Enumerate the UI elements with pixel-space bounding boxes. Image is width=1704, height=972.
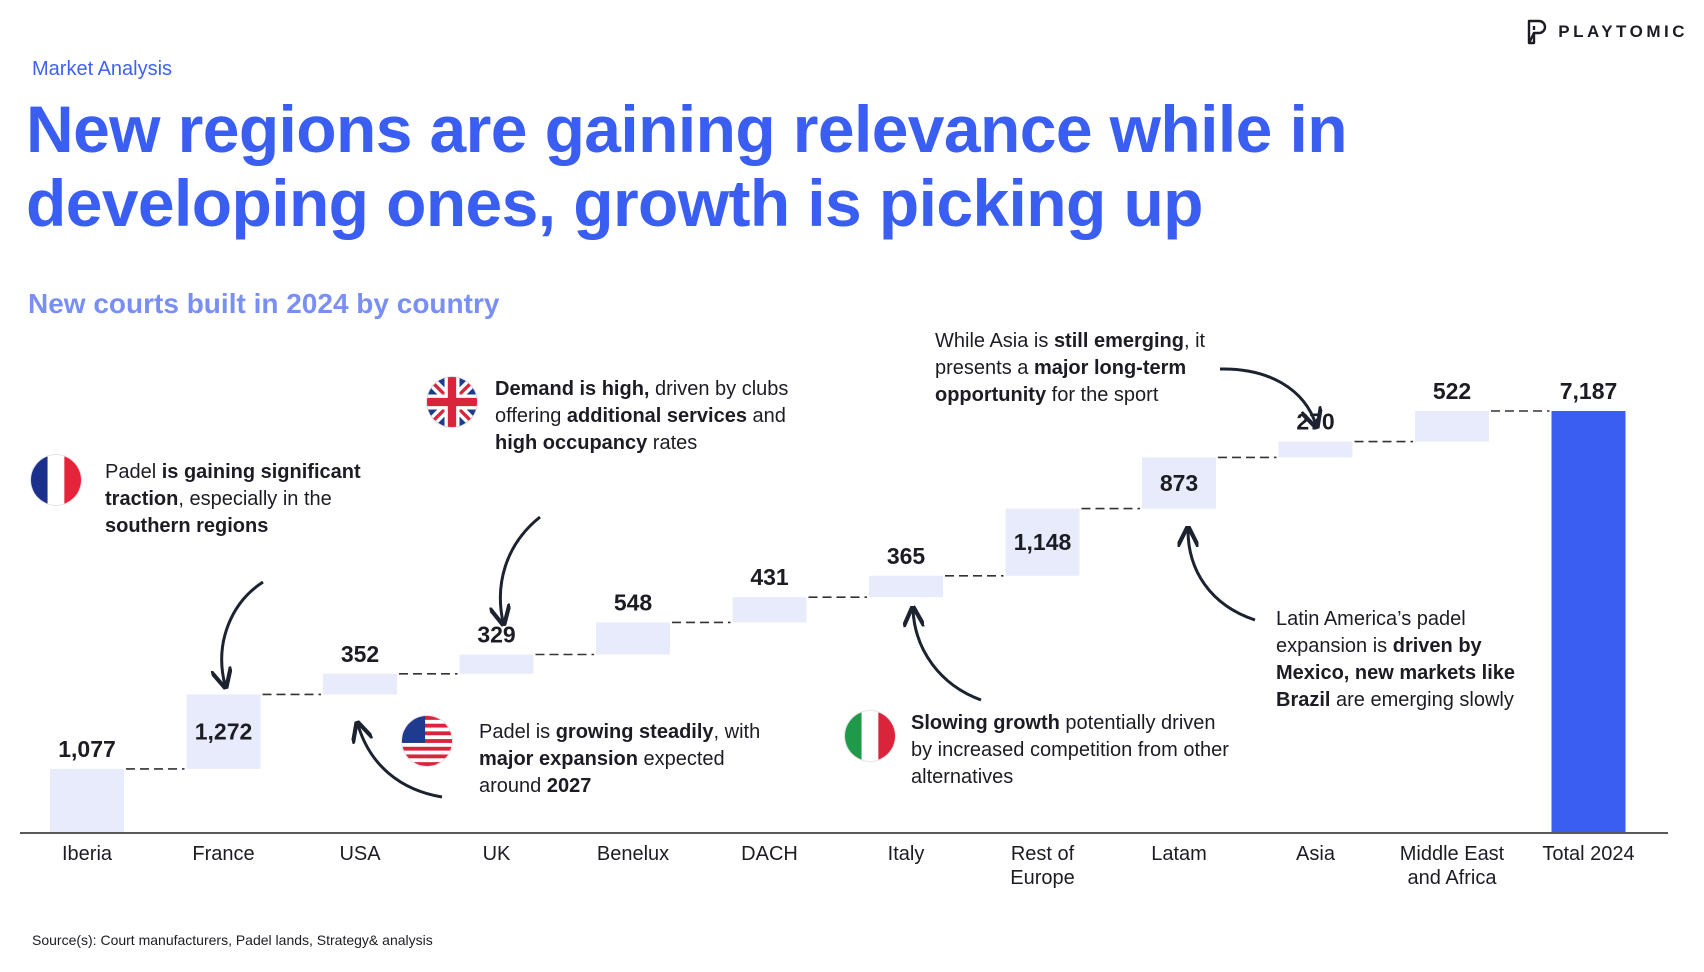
playtomic-logo-icon <box>1528 19 1547 45</box>
source-note: Source(s): Court manufacturers, Padel la… <box>32 932 433 948</box>
value-label: 329 <box>477 622 515 648</box>
annotation-usa-text-0: Padel is <box>479 721 556 743</box>
arrow-latam <box>1188 530 1256 622</box>
value-label: 365 <box>887 543 926 569</box>
x-tick-label: Total 2024 <box>1542 843 1634 865</box>
annotation-asia-text-2: , it presents a <box>935 330 1206 379</box>
brand-name: PLAYTOMIC <box>1558 22 1688 41</box>
arrow-asia <box>1219 367 1316 425</box>
annotation-uk-text-1: driven by clubs offering <box>495 378 789 427</box>
arrow-usa <box>358 725 443 799</box>
x-tick-label: France <box>192 843 254 865</box>
annotation-asia: While Asia is still emerging, it present… <box>935 328 1265 409</box>
value-label: 1,272 <box>195 719 253 745</box>
x-tick-label: DACH <box>741 843 798 865</box>
annotation-uk-text-3: and <box>746 405 786 427</box>
annotation-uk-text-4: high occupancy <box>495 432 648 454</box>
x-tick-label: Iberia <box>62 843 113 865</box>
chart-title: New courts built in 2024 by country <box>28 288 500 319</box>
annotation-italy: Slowing growth potentially driven by inc… <box>911 710 1241 791</box>
annotation-asia-text-0: While Asia is <box>935 330 1054 352</box>
value-label: 873 <box>1160 470 1198 496</box>
annotation-usa: Padel is growing steadily, with major ex… <box>479 719 764 800</box>
annotation-france: Padel is gaining significant traction, e… <box>105 459 390 540</box>
annotation-arrows <box>222 367 1316 799</box>
bars <box>50 411 1626 832</box>
annotation-usa-text-5: 2027 <box>546 775 592 797</box>
bar-uk <box>459 654 534 674</box>
annotation-usa-text-4: expected around <box>479 748 725 797</box>
x-tick-label: Asia <box>1296 843 1336 865</box>
value-label: 7,187 <box>1560 378 1618 404</box>
annotation-latam-text-0: Latin America’s padel expansion is <box>1276 608 1466 657</box>
annotation-latam-text-2: are emerging slowly <box>1330 689 1514 711</box>
x-tick-labels: Iberia France USA UK Benelux DACH Italy Rest of… <box>62 843 1635 889</box>
annotation-uk-text-2: additional services <box>566 405 747 427</box>
brand: PLAYTOMIC <box>1526 18 1688 46</box>
annotation-latam: Latin America’s padel expansion is drive… <box>1276 606 1551 714</box>
annotation-uk-text-5: rates <box>647 432 698 454</box>
x-tick-label: Italy <box>888 843 925 865</box>
value-label: 522 <box>1433 378 1471 404</box>
x-tick-label: Rest of <box>1011 843 1075 865</box>
annotation-france-text-1: is gaining significant traction <box>105 461 361 510</box>
page-title: New regions are gaining relevance while … <box>26 92 1348 240</box>
arrow-italy <box>913 610 982 702</box>
x-tick-label: USA <box>339 843 381 865</box>
bar-middle-east-and-africa <box>1415 411 1489 442</box>
x-tick-label: Latam <box>1151 843 1207 865</box>
annotation-italy-text-0: Slowing growth <box>911 712 1060 734</box>
bar-asia <box>1278 441 1353 458</box>
arrow-france <box>222 580 264 685</box>
annotation-italy-text-1: potentially driven by increased competit… <box>911 712 1229 788</box>
x-tick-label: UK <box>483 843 511 865</box>
uk-flag-icon <box>427 377 477 427</box>
annotation-latam-text-1: driven by Mexico, new markets like Brazi… <box>1276 635 1516 711</box>
bar-iberia <box>50 768 124 832</box>
bar-usa <box>323 673 397 695</box>
annotation-uk-text-0: Demand is high, <box>495 378 650 400</box>
bar-total-2024 <box>1551 411 1626 832</box>
france-flag-icon <box>31 455 81 505</box>
bar-dach <box>732 597 807 623</box>
x-tick-label: and Africa <box>1408 867 1498 889</box>
value-label: 352 <box>341 641 379 667</box>
annotation-usa-text-2: , with <box>713 721 761 743</box>
connector-lines <box>126 410 1550 770</box>
value-label: 431 <box>750 564 789 590</box>
annotation-france-text-0: Padel <box>105 461 162 483</box>
annotation-usa-text-3: major expansion <box>479 748 638 770</box>
annotation-france-text-3: southern regions <box>105 515 269 537</box>
value-label: 1,148 <box>1014 529 1072 555</box>
annotation-usa-text-1: growing steadily <box>555 721 714 743</box>
annotation-france-text-2: , especially in the <box>178 488 332 510</box>
x-tick-label: Middle East <box>1400 843 1505 865</box>
annotation-uk: Demand is high, driven by clubs offering… <box>495 376 825 457</box>
italy-flag-icon <box>845 711 895 761</box>
annotation-asia-text-3: major long-term opportunity <box>935 357 1187 406</box>
annotation-asia-text-1: still emerging <box>1053 330 1184 352</box>
x-tick-label: Europe <box>1010 867 1075 889</box>
x-tick-label: Benelux <box>597 843 669 865</box>
bar-italy <box>869 575 943 598</box>
value-label: 548 <box>614 589 653 615</box>
value-label: 1,077 <box>58 736 116 762</box>
usa-flag-icon <box>402 716 452 766</box>
bar-latam <box>1142 457 1216 509</box>
bar-benelux <box>596 622 670 655</box>
annotation-asia-text-4: for the sport <box>1046 384 1159 406</box>
section-label: Market Analysis <box>32 58 173 80</box>
bar-rest-of-europe <box>1005 508 1080 576</box>
arrow-uk <box>500 515 541 622</box>
bar-france <box>186 694 261 769</box>
